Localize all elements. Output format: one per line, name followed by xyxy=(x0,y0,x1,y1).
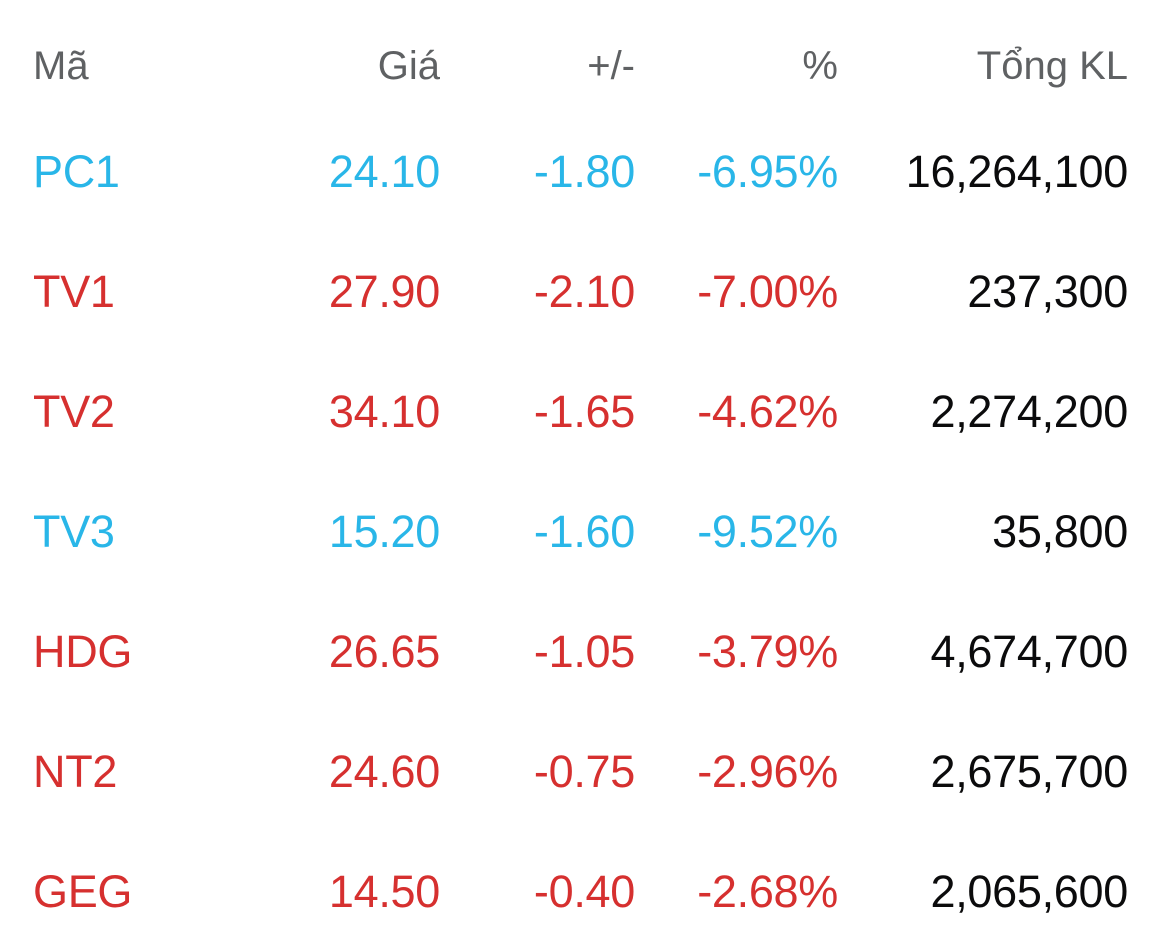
column-header-percent[interactable]: % xyxy=(802,43,838,88)
column-header-change[interactable]: +/- xyxy=(587,43,635,88)
table-row-geg[interactable]: GEG 14.50 -0.40 -2.68% 2,065,600 xyxy=(0,832,1170,952)
stock-percent: -2.96% xyxy=(697,746,838,797)
stock-price: 24.60 xyxy=(328,746,440,797)
stock-change: -0.40 xyxy=(533,866,635,917)
table-row-hdg[interactable]: HDG 26.65 -1.05 -3.79% 4,674,700 xyxy=(0,592,1170,712)
stock-price: 24.10 xyxy=(328,146,440,197)
stock-price: 14.50 xyxy=(328,866,440,917)
stock-symbol: NT2 xyxy=(33,746,118,797)
stock-symbol: GEG xyxy=(33,866,133,917)
table-row-tv2[interactable]: TV2 34.10 -1.65 -4.62% 2,274,200 xyxy=(0,352,1170,472)
stock-percent: -7.00% xyxy=(697,266,838,317)
stock-price: 26.65 xyxy=(328,626,440,677)
stock-change: -1.80 xyxy=(533,146,635,197)
stock-change: -1.05 xyxy=(533,626,635,677)
stock-price: 34.10 xyxy=(328,386,440,437)
stock-percent: -2.68% xyxy=(697,866,838,917)
column-header-volume[interactable]: Tổng KL xyxy=(976,43,1128,88)
stock-percent: -4.62% xyxy=(697,386,838,437)
table-header-row: Mã Giá +/- % Tổng KL xyxy=(0,0,1170,112)
stock-percent: -9.52% xyxy=(697,506,838,557)
stock-volume: 4,674,700 xyxy=(930,626,1129,677)
stock-volume: 2,274,200 xyxy=(930,386,1129,437)
stock-volume: 16,264,100 xyxy=(905,146,1129,197)
stock-volume: 2,065,600 xyxy=(930,866,1129,917)
stock-change: -1.65 xyxy=(533,386,635,437)
stock-change: -2.10 xyxy=(533,266,635,317)
stock-price: 27.90 xyxy=(328,266,440,317)
stock-symbol: PC1 xyxy=(33,146,120,197)
stock-symbol: TV1 xyxy=(33,266,115,317)
stock-change: -0.75 xyxy=(533,746,635,797)
stock-change: -1.60 xyxy=(533,506,635,557)
stock-symbol: HDG xyxy=(33,626,133,677)
table-row-nt2[interactable]: NT2 24.60 -0.75 -2.96% 2,675,700 xyxy=(0,712,1170,832)
stock-price: 15.20 xyxy=(328,506,440,557)
column-header-price[interactable]: Giá xyxy=(377,43,440,88)
table-row-tv3[interactable]: TV3 15.20 -1.60 -9.52% 35,800 xyxy=(0,472,1170,592)
stock-symbol: TV2 xyxy=(33,386,115,437)
stock-symbol: TV3 xyxy=(33,506,115,557)
stock-volume: 237,300 xyxy=(967,266,1128,317)
table-row-pc1[interactable]: PC1 24.10 -1.80 -6.95% 16,264,100 xyxy=(0,112,1170,232)
column-header-symbol[interactable]: Mã xyxy=(33,43,89,88)
stock-percent: -6.95% xyxy=(697,146,838,197)
stock-volume: 35,800 xyxy=(992,506,1128,557)
stock-percent: -3.79% xyxy=(697,626,838,677)
table-row-tv1[interactable]: TV1 27.90 -2.10 -7.00% 237,300 xyxy=(0,232,1170,352)
stock-volume: 2,675,700 xyxy=(930,746,1129,797)
